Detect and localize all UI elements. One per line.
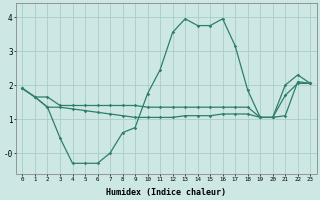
- X-axis label: Humidex (Indice chaleur): Humidex (Indice chaleur): [106, 188, 226, 197]
